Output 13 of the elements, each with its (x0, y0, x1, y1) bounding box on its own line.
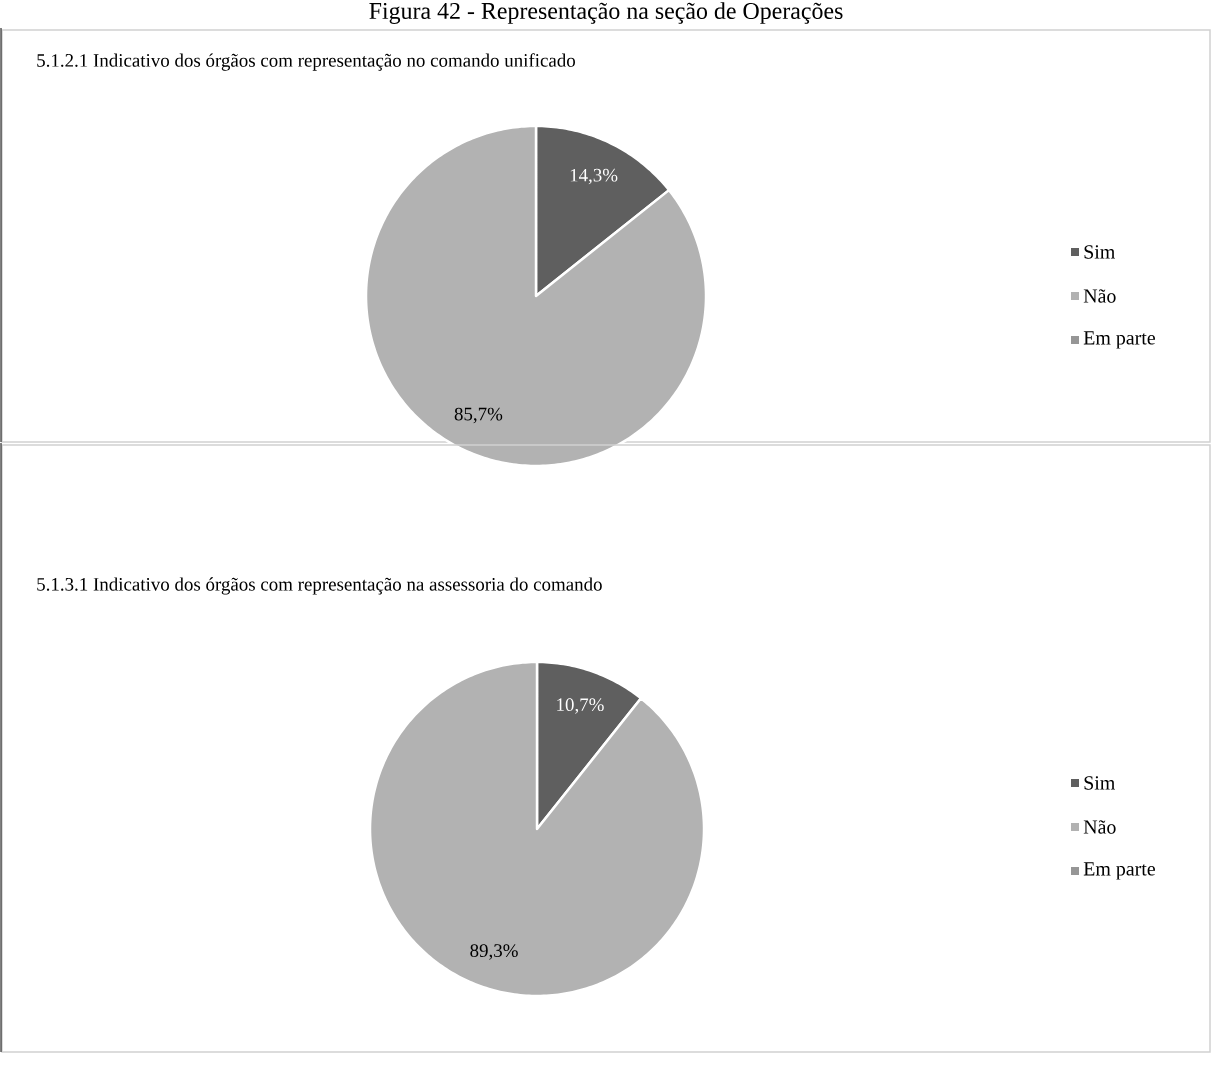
data-label: 89,3% (470, 944, 518, 960)
legend-label: Em parte (1083, 862, 1155, 880)
legend-label: Sim (1084, 776, 1116, 790)
data-label: 10,7% (557, 698, 604, 714)
chart-subtitle: 5.1.2.1 Indicativo dos órgãos com representação no comando unificado (37, 53, 576, 71)
legend-label: Não (1083, 289, 1116, 303)
legend-label: Em parte (1083, 331, 1155, 349)
legend-label: Sim (1084, 245, 1116, 259)
data-label: 85,7% (454, 407, 503, 424)
chart-title: 5.1.3.1 Indicativo dos órgãos com representação na assessoria do comando (37, 577, 602, 595)
chart-title: Figura 42 - Representação na seção de Operações (369, 2, 843, 24)
legend-label: Não (1083, 820, 1116, 834)
data-label: 14,3% (570, 168, 618, 185)
